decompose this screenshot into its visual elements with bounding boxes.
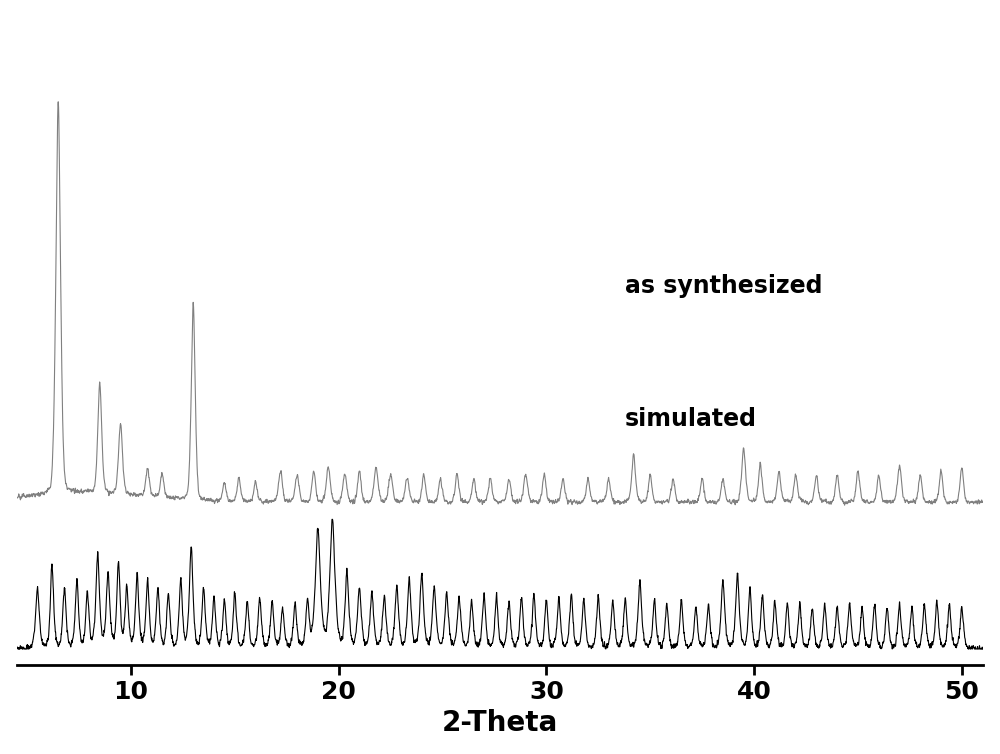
Text: as synthesized: as synthesized [625,274,823,298]
Text: simulated: simulated [625,406,757,431]
X-axis label: 2-Theta: 2-Theta [441,710,558,737]
